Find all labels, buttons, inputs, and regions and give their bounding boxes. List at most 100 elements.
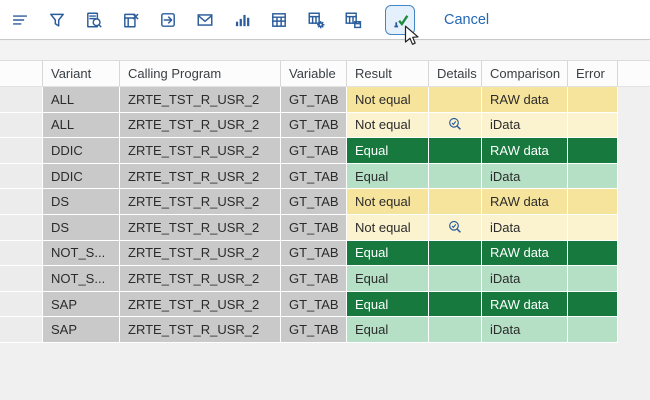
cell-variant[interactable]: DS — [43, 214, 120, 241]
row-selector-cell[interactable] — [0, 240, 43, 267]
cell-details[interactable] — [429, 266, 482, 292]
sort-button[interactable] — [11, 11, 29, 29]
cell-result[interactable]: Equal — [347, 240, 429, 267]
cell-comparison[interactable]: RAW data — [482, 189, 568, 215]
cell-details[interactable] — [429, 87, 482, 113]
cell-result[interactable]: Equal — [347, 266, 429, 292]
cell-error[interactable] — [568, 291, 618, 318]
cell-variant[interactable]: NOT_S... — [43, 240, 120, 267]
find-in-list-button[interactable] — [85, 11, 103, 29]
cell-result[interactable]: Not equal — [347, 87, 429, 113]
row-selector-cell[interactable] — [0, 214, 43, 241]
header-details[interactable]: Details — [429, 61, 482, 87]
row-selector-cell[interactable] — [0, 189, 43, 215]
grid-save-layout-button[interactable] — [344, 11, 362, 29]
cell-result[interactable]: Equal — [347, 163, 429, 190]
export-spreadsheet-button[interactable] — [122, 11, 140, 29]
cell-calling-program[interactable]: ZRTE_TST_R_USR_2 — [120, 112, 281, 139]
cell-error[interactable] — [568, 138, 618, 164]
bar-chart-button[interactable] — [233, 11, 251, 29]
cell-comparison[interactable]: iData — [482, 112, 568, 139]
cell-details[interactable] — [429, 240, 482, 267]
cell-calling-program[interactable]: ZRTE_TST_R_USR_2 — [120, 189, 281, 215]
cell-variable[interactable]: GT_TAB — [281, 189, 347, 215]
cell-variable[interactable]: GT_TAB — [281, 317, 347, 343]
row-selector-cell[interactable] — [0, 163, 43, 190]
cell-details[interactable] — [429, 163, 482, 190]
header-error[interactable]: Error — [568, 61, 618, 87]
cell-details[interactable] — [429, 317, 482, 343]
cell-variable[interactable]: GT_TAB — [281, 138, 347, 164]
cell-comparison[interactable]: iData — [482, 163, 568, 190]
cell-variant[interactable]: ALL — [43, 112, 120, 139]
row-selector-cell[interactable] — [0, 291, 43, 318]
cell-variant[interactable]: DDIC — [43, 138, 120, 164]
cell-error[interactable] — [568, 240, 618, 267]
cell-error[interactable] — [568, 163, 618, 190]
confirm-button[interactable] — [385, 4, 415, 35]
cancel-button[interactable]: Cancel — [444, 11, 490, 28]
header-variable[interactable]: Variable — [281, 61, 347, 87]
cell-variable[interactable]: GT_TAB — [281, 163, 347, 190]
email-button[interactable] — [196, 11, 214, 29]
cell-calling-program[interactable]: ZRTE_TST_R_USR_2 — [120, 240, 281, 267]
cell-variable[interactable]: GT_TAB — [281, 240, 347, 267]
cell-details[interactable] — [429, 189, 482, 215]
row-selector-cell[interactable] — [0, 112, 43, 139]
cell-variable[interactable]: GT_TAB — [281, 87, 347, 113]
export-button[interactable] — [159, 11, 177, 29]
cell-details[interactable] — [429, 138, 482, 164]
cell-details[interactable] — [429, 291, 482, 318]
header-variant[interactable]: Variant — [43, 61, 120, 87]
table-row: NOT_S... ZRTE_TST_R_USR_2 GT_TAB Equal i… — [0, 266, 650, 292]
cell-result[interactable]: Equal — [347, 291, 429, 318]
cell-comparison[interactable]: iData — [482, 214, 568, 241]
row-selector-cell[interactable] — [0, 138, 43, 164]
header-calling-program[interactable]: Calling Program — [120, 61, 281, 87]
cell-calling-program[interactable]: ZRTE_TST_R_USR_2 — [120, 317, 281, 343]
header-result[interactable]: Result — [347, 61, 429, 87]
row-selector-cell[interactable] — [0, 266, 43, 292]
cell-result[interactable]: Not equal — [347, 112, 429, 139]
grid-settings-button[interactable] — [307, 11, 325, 29]
header-comparison[interactable]: Comparison — [482, 61, 568, 87]
cell-variant[interactable]: NOT_S... — [43, 266, 120, 292]
row-selector-cell[interactable] — [0, 317, 43, 343]
cell-error[interactable] — [568, 214, 618, 241]
cell-error[interactable] — [568, 317, 618, 343]
cell-result[interactable]: Not equal — [347, 214, 429, 241]
cell-variable[interactable]: GT_TAB — [281, 214, 347, 241]
cell-comparison[interactable]: RAW data — [482, 87, 568, 113]
cell-comparison[interactable]: iData — [482, 266, 568, 292]
row-selector-cell[interactable] — [0, 87, 43, 113]
cell-error[interactable] — [568, 112, 618, 139]
cell-calling-program[interactable]: ZRTE_TST_R_USR_2 — [120, 138, 281, 164]
cell-details[interactable] — [429, 214, 482, 241]
cell-variant[interactable]: ALL — [43, 87, 120, 113]
cell-variant[interactable]: SAP — [43, 291, 120, 318]
cell-variable[interactable]: GT_TAB — [281, 266, 347, 292]
cell-variant[interactable]: DS — [43, 189, 120, 215]
cell-comparison[interactable]: RAW data — [482, 138, 568, 164]
cell-result[interactable]: Equal — [347, 317, 429, 343]
cell-calling-program[interactable]: ZRTE_TST_R_USR_2 — [120, 266, 281, 292]
cell-calling-program[interactable]: ZRTE_TST_R_USR_2 — [120, 291, 281, 318]
cell-variable[interactable]: GT_TAB — [281, 112, 347, 139]
cell-calling-program[interactable]: ZRTE_TST_R_USR_2 — [120, 163, 281, 190]
cell-result[interactable]: Not equal — [347, 189, 429, 215]
cell-error[interactable] — [568, 189, 618, 215]
cell-variant[interactable]: SAP — [43, 317, 120, 343]
cell-error[interactable] — [568, 87, 618, 113]
cell-result[interactable]: Equal — [347, 138, 429, 164]
cell-comparison[interactable]: iData — [482, 317, 568, 343]
cell-variant[interactable]: DDIC — [43, 163, 120, 190]
cell-calling-program[interactable]: ZRTE_TST_R_USR_2 — [120, 87, 281, 113]
cell-error[interactable] — [568, 266, 618, 292]
cell-variable[interactable]: GT_TAB — [281, 291, 347, 318]
cell-calling-program[interactable]: ZRTE_TST_R_USR_2 — [120, 214, 281, 241]
cell-details[interactable] — [429, 112, 482, 139]
grid-view-button[interactable] — [270, 11, 288, 29]
cell-comparison[interactable]: RAW data — [482, 240, 568, 267]
filter-button[interactable] — [48, 11, 66, 29]
cell-comparison[interactable]: RAW data — [482, 291, 568, 318]
